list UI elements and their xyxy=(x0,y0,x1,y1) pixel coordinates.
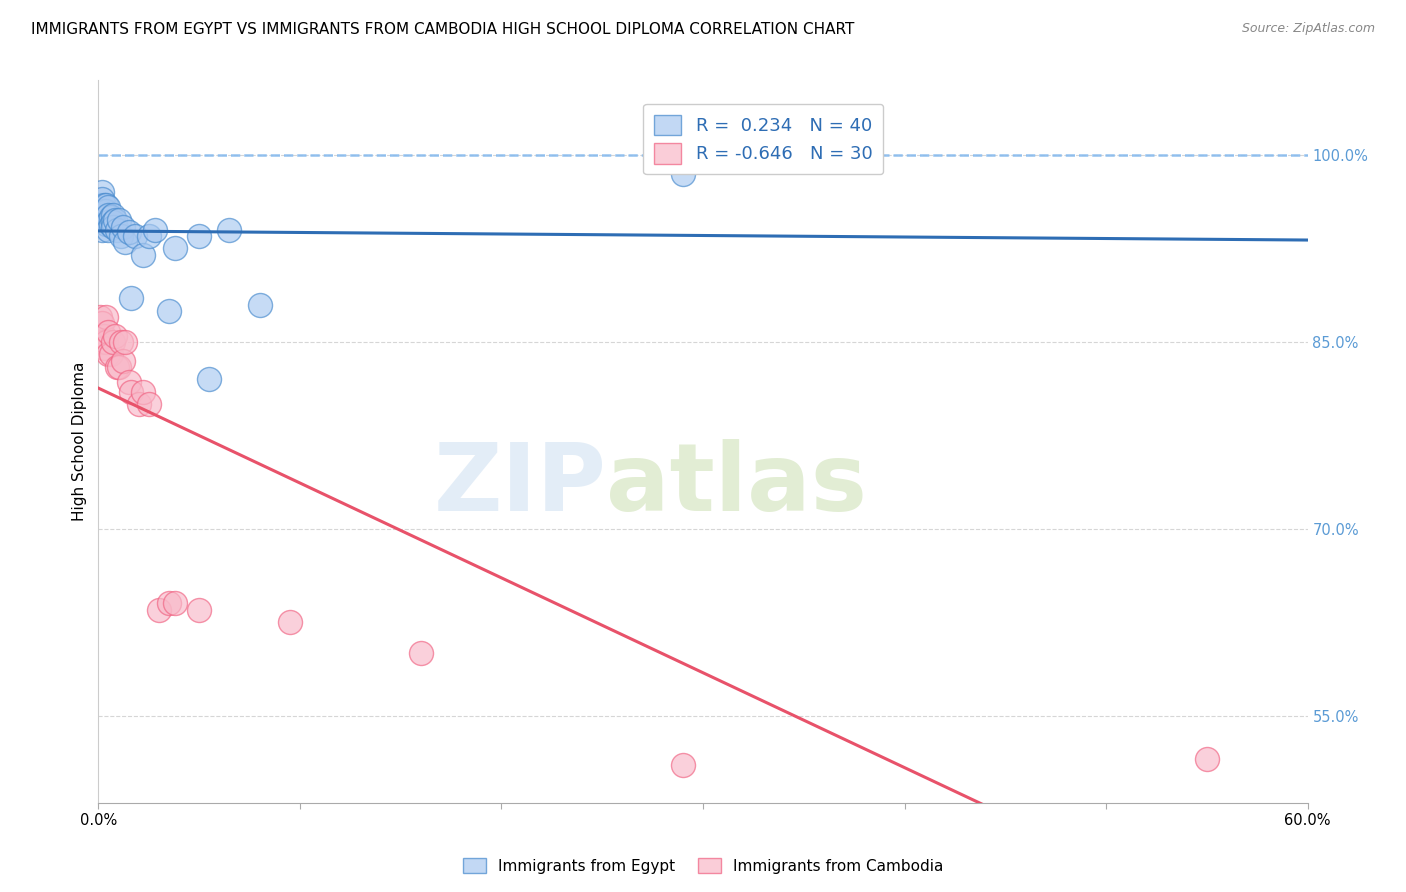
Point xyxy=(93,198,115,212)
Point xyxy=(107,212,129,227)
Point xyxy=(110,229,132,244)
Point xyxy=(1195,752,1218,766)
Point xyxy=(96,204,118,219)
Point xyxy=(100,211,122,225)
Point xyxy=(148,603,170,617)
Y-axis label: High School Diploma: High School Diploma xyxy=(72,362,87,521)
Point xyxy=(143,223,166,237)
Point xyxy=(93,211,115,225)
Point xyxy=(100,218,122,232)
Point xyxy=(128,397,150,411)
Point xyxy=(91,223,114,237)
Point xyxy=(100,347,122,361)
Point xyxy=(138,397,160,411)
Point xyxy=(91,192,114,206)
Point xyxy=(97,347,120,361)
Point xyxy=(91,316,114,330)
Point xyxy=(188,603,211,617)
Point xyxy=(103,328,125,343)
Point xyxy=(138,229,160,244)
Point xyxy=(96,217,118,231)
Point xyxy=(672,758,695,772)
Point xyxy=(97,200,120,214)
Point xyxy=(101,334,124,349)
Point xyxy=(118,375,141,389)
Point xyxy=(672,167,695,181)
Point xyxy=(163,597,186,611)
Point xyxy=(132,248,155,262)
Point xyxy=(114,235,136,250)
Point xyxy=(89,204,111,219)
Point xyxy=(198,372,221,386)
Point xyxy=(124,229,146,244)
Point xyxy=(110,334,132,349)
Point xyxy=(93,204,115,219)
Legend: Immigrants from Egypt, Immigrants from Cambodia: Immigrants from Egypt, Immigrants from C… xyxy=(457,852,949,880)
Text: Source: ZipAtlas.com: Source: ZipAtlas.com xyxy=(1241,22,1375,36)
Point xyxy=(105,223,128,237)
Point xyxy=(101,220,124,235)
Text: atlas: atlas xyxy=(606,439,868,531)
Point xyxy=(103,212,125,227)
Point xyxy=(107,359,129,374)
Point xyxy=(93,341,115,355)
Point xyxy=(97,223,120,237)
Point xyxy=(96,211,118,225)
Point xyxy=(218,223,240,237)
Point xyxy=(249,297,271,311)
Point xyxy=(105,359,128,374)
Point xyxy=(96,310,118,324)
Text: ZIP: ZIP xyxy=(433,439,606,531)
Point xyxy=(96,334,118,349)
Legend: R =  0.234   N = 40, R = -0.646   N = 30: R = 0.234 N = 40, R = -0.646 N = 30 xyxy=(644,103,883,174)
Point xyxy=(120,384,142,399)
Point xyxy=(278,615,301,629)
Point xyxy=(114,334,136,349)
Text: IMMIGRANTS FROM EGYPT VS IMMIGRANTS FROM CAMBODIA HIGH SCHOOL DIPLOMA CORRELATIO: IMMIGRANTS FROM EGYPT VS IMMIGRANTS FROM… xyxy=(31,22,855,37)
Point xyxy=(93,328,115,343)
Point xyxy=(157,303,180,318)
Point xyxy=(97,325,120,339)
Point xyxy=(101,208,124,222)
Point xyxy=(97,208,120,222)
Point xyxy=(96,198,118,212)
Point xyxy=(101,215,124,229)
Point xyxy=(163,242,186,256)
Point xyxy=(120,291,142,305)
Point xyxy=(97,215,120,229)
Point xyxy=(118,225,141,239)
Point xyxy=(89,198,111,212)
Point xyxy=(91,334,114,349)
Point xyxy=(91,186,114,200)
Point xyxy=(111,353,134,368)
Point xyxy=(409,646,432,660)
Point xyxy=(157,597,180,611)
Point xyxy=(132,384,155,399)
Point xyxy=(111,220,134,235)
Point xyxy=(188,229,211,244)
Point xyxy=(89,310,111,324)
